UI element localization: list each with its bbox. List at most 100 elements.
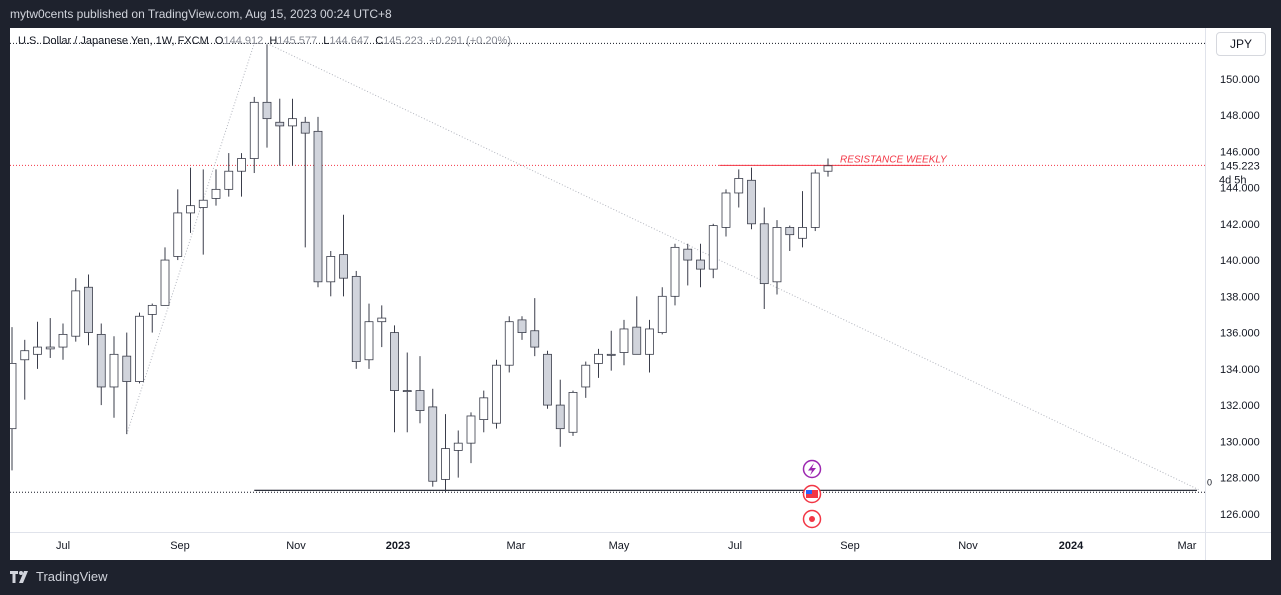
candle-body[interactable] — [173, 212, 183, 257]
candle-body[interactable] — [224, 170, 234, 190]
candle-body[interactable] — [377, 317, 387, 323]
candle-body[interactable] — [326, 256, 336, 283]
candle-body[interactable] — [262, 101, 272, 120]
candle-body[interactable] — [823, 165, 833, 172]
candle-body[interactable] — [198, 199, 208, 208]
candle-body[interactable] — [33, 346, 42, 355]
price-tick-label: 132.000 — [1220, 400, 1260, 412]
candle-body[interactable] — [810, 172, 820, 228]
time-tick-label: Mar — [1178, 540, 1197, 552]
candle-body[interactable] — [96, 333, 106, 388]
candle-body[interactable] — [772, 227, 782, 283]
time-tick-label: Mar — [507, 540, 526, 552]
price-tick-label: 126.000 — [1220, 509, 1260, 521]
candle-body[interactable] — [313, 130, 323, 283]
lightning-glyph — [808, 463, 816, 476]
candle-body[interactable] — [453, 442, 463, 451]
candle-body[interactable] — [734, 178, 744, 194]
time-tick-label: Sep — [840, 540, 860, 552]
candle-body[interactable] — [747, 179, 756, 225]
candle-body[interactable] — [594, 353, 603, 364]
candle-body[interactable] — [402, 390, 412, 392]
price-tick-label: 146.000 — [1220, 146, 1260, 158]
candle-body[interactable] — [645, 328, 654, 355]
candle-body[interactable] — [555, 404, 565, 430]
candle-body[interactable] — [632, 326, 642, 355]
candle-body[interactable] — [71, 290, 81, 337]
candle-body[interactable] — [84, 286, 93, 333]
tradingview-brand[interactable]: TradingView — [10, 569, 108, 584]
candle-body[interactable] — [683, 248, 693, 261]
candle-body[interactable] — [759, 223, 769, 285]
price-tick-label: 134.000 — [1220, 364, 1260, 376]
candle-body[interactable] — [135, 315, 144, 382]
candle-body[interactable] — [45, 346, 55, 350]
brand-label: TradingView — [36, 569, 108, 584]
candle-body[interactable] — [160, 259, 170, 306]
time-tick-label: May — [609, 540, 630, 552]
open-value: 144.912 — [223, 35, 264, 47]
candle-body[interactable] — [351, 275, 361, 362]
candle-body[interactable] — [186, 205, 195, 214]
time-tick-label: Nov — [958, 540, 978, 552]
candle-body[interactable] — [288, 118, 297, 127]
candle-body[interactable] — [147, 304, 157, 315]
candle-body[interactable] — [785, 227, 795, 236]
candle-body[interactable] — [606, 353, 616, 356]
price-tick-label: 128.000 — [1220, 473, 1260, 485]
candle-body[interactable] — [390, 332, 399, 391]
price-tick-label: 130.000 — [1220, 436, 1260, 448]
time-tick-label: 2023 — [386, 540, 410, 552]
candle-body[interactable] — [657, 295, 667, 333]
open-label: O — [214, 35, 224, 47]
candle-body[interactable] — [441, 448, 450, 480]
candle-body[interactable] — [20, 350, 30, 361]
last-price-label: 145.223 — [1220, 160, 1260, 172]
candle-body[interactable] — [428, 406, 438, 482]
rising-trendline[interactable] — [126, 43, 255, 435]
candle-body[interactable] — [581, 364, 591, 388]
publish-text: mytw0cents published on TradingView.com,… — [10, 7, 392, 21]
candle-body[interactable] — [415, 390, 425, 411]
candle-body[interactable] — [479, 397, 489, 420]
time-tick-label: Nov — [286, 540, 306, 552]
resistance-label: RESISTANCE WEEKLY — [840, 154, 948, 165]
candle-body[interactable] — [58, 333, 68, 348]
high-label: H — [269, 35, 278, 47]
candle-body[interactable] — [249, 101, 259, 159]
candle-body[interactable] — [109, 353, 119, 388]
candle-body[interactable] — [530, 330, 540, 348]
price-tick-label: 148.000 — [1220, 110, 1260, 122]
candle-body[interactable] — [300, 121, 310, 134]
candlestick-chart[interactable]: RESISTANCE WEEKLY 126.000 128.000 130.000 13… — [10, 28, 1271, 560]
chart-panel[interactable]: RESISTANCE WEEKLY 126.000 128.000 130.000 13… — [10, 28, 1271, 560]
candle-body[interactable] — [275, 121, 285, 127]
record-glyph — [809, 516, 815, 522]
candle-body[interactable] — [211, 188, 221, 199]
candle-body[interactable] — [696, 259, 705, 270]
candle-body[interactable] — [339, 254, 348, 279]
candle-body[interactable] — [670, 246, 680, 297]
candle-body[interactable] — [10, 362, 17, 430]
tradingview-logo-icon — [10, 570, 28, 583]
candle-body[interactable] — [517, 319, 527, 333]
candle-body[interactable] — [237, 158, 246, 172]
candle-body[interactable] — [364, 321, 374, 361]
candle-body[interactable] — [492, 364, 501, 424]
candle-body[interactable] — [504, 321, 514, 366]
candle-body[interactable] — [798, 227, 807, 239]
time-tick-label: 2024 — [1059, 540, 1084, 552]
candle-body[interactable] — [619, 328, 629, 353]
close-value: 145.223 — [383, 35, 423, 47]
low-label: L — [323, 35, 330, 47]
candle-body[interactable] — [466, 415, 476, 444]
candle-body[interactable] — [122, 355, 132, 382]
candle-body[interactable] — [708, 225, 718, 270]
candle-body[interactable] — [543, 353, 552, 406]
currency-button[interactable]: JPY — [1216, 32, 1266, 56]
price-tick-label: 140.000 — [1220, 255, 1260, 267]
price-tick-label: 136.000 — [1220, 328, 1260, 340]
time-tick-label: Jul — [728, 540, 742, 552]
candle-body[interactable] — [568, 392, 578, 433]
candle-body[interactable] — [721, 192, 731, 228]
